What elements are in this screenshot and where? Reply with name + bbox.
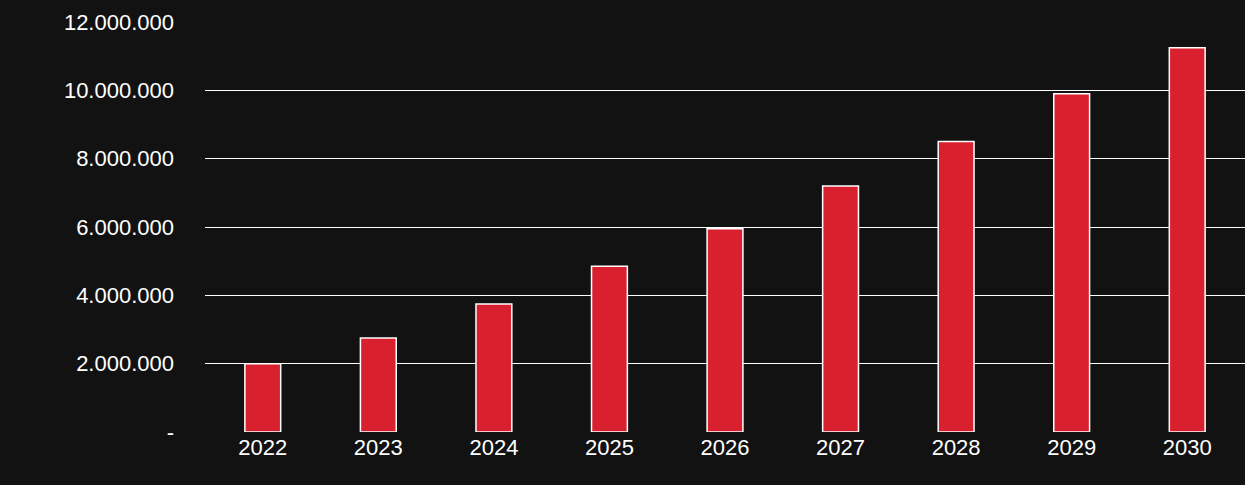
svg-text:2030: 2030 bbox=[1163, 435, 1212, 460]
svg-text:2023: 2023 bbox=[354, 435, 403, 460]
svg-text:2029: 2029 bbox=[1047, 435, 1096, 460]
svg-text:2022: 2022 bbox=[238, 435, 287, 460]
svg-text:10.000.000: 10.000.000 bbox=[64, 78, 174, 103]
svg-text:2.000.000: 2.000.000 bbox=[76, 351, 174, 376]
svg-text:2028: 2028 bbox=[932, 435, 981, 460]
svg-text:12.000.000: 12.000.000 bbox=[64, 10, 174, 35]
svg-text:2025: 2025 bbox=[585, 435, 634, 460]
svg-text:4.000.000: 4.000.000 bbox=[76, 283, 174, 308]
svg-text:2027: 2027 bbox=[816, 435, 865, 460]
svg-text:-: - bbox=[167, 420, 174, 445]
svg-text:2026: 2026 bbox=[701, 435, 750, 460]
svg-text:8.000.000: 8.000.000 bbox=[76, 146, 174, 171]
svg-text:2024: 2024 bbox=[469, 435, 518, 460]
svg-text:6.000.000: 6.000.000 bbox=[76, 215, 174, 240]
